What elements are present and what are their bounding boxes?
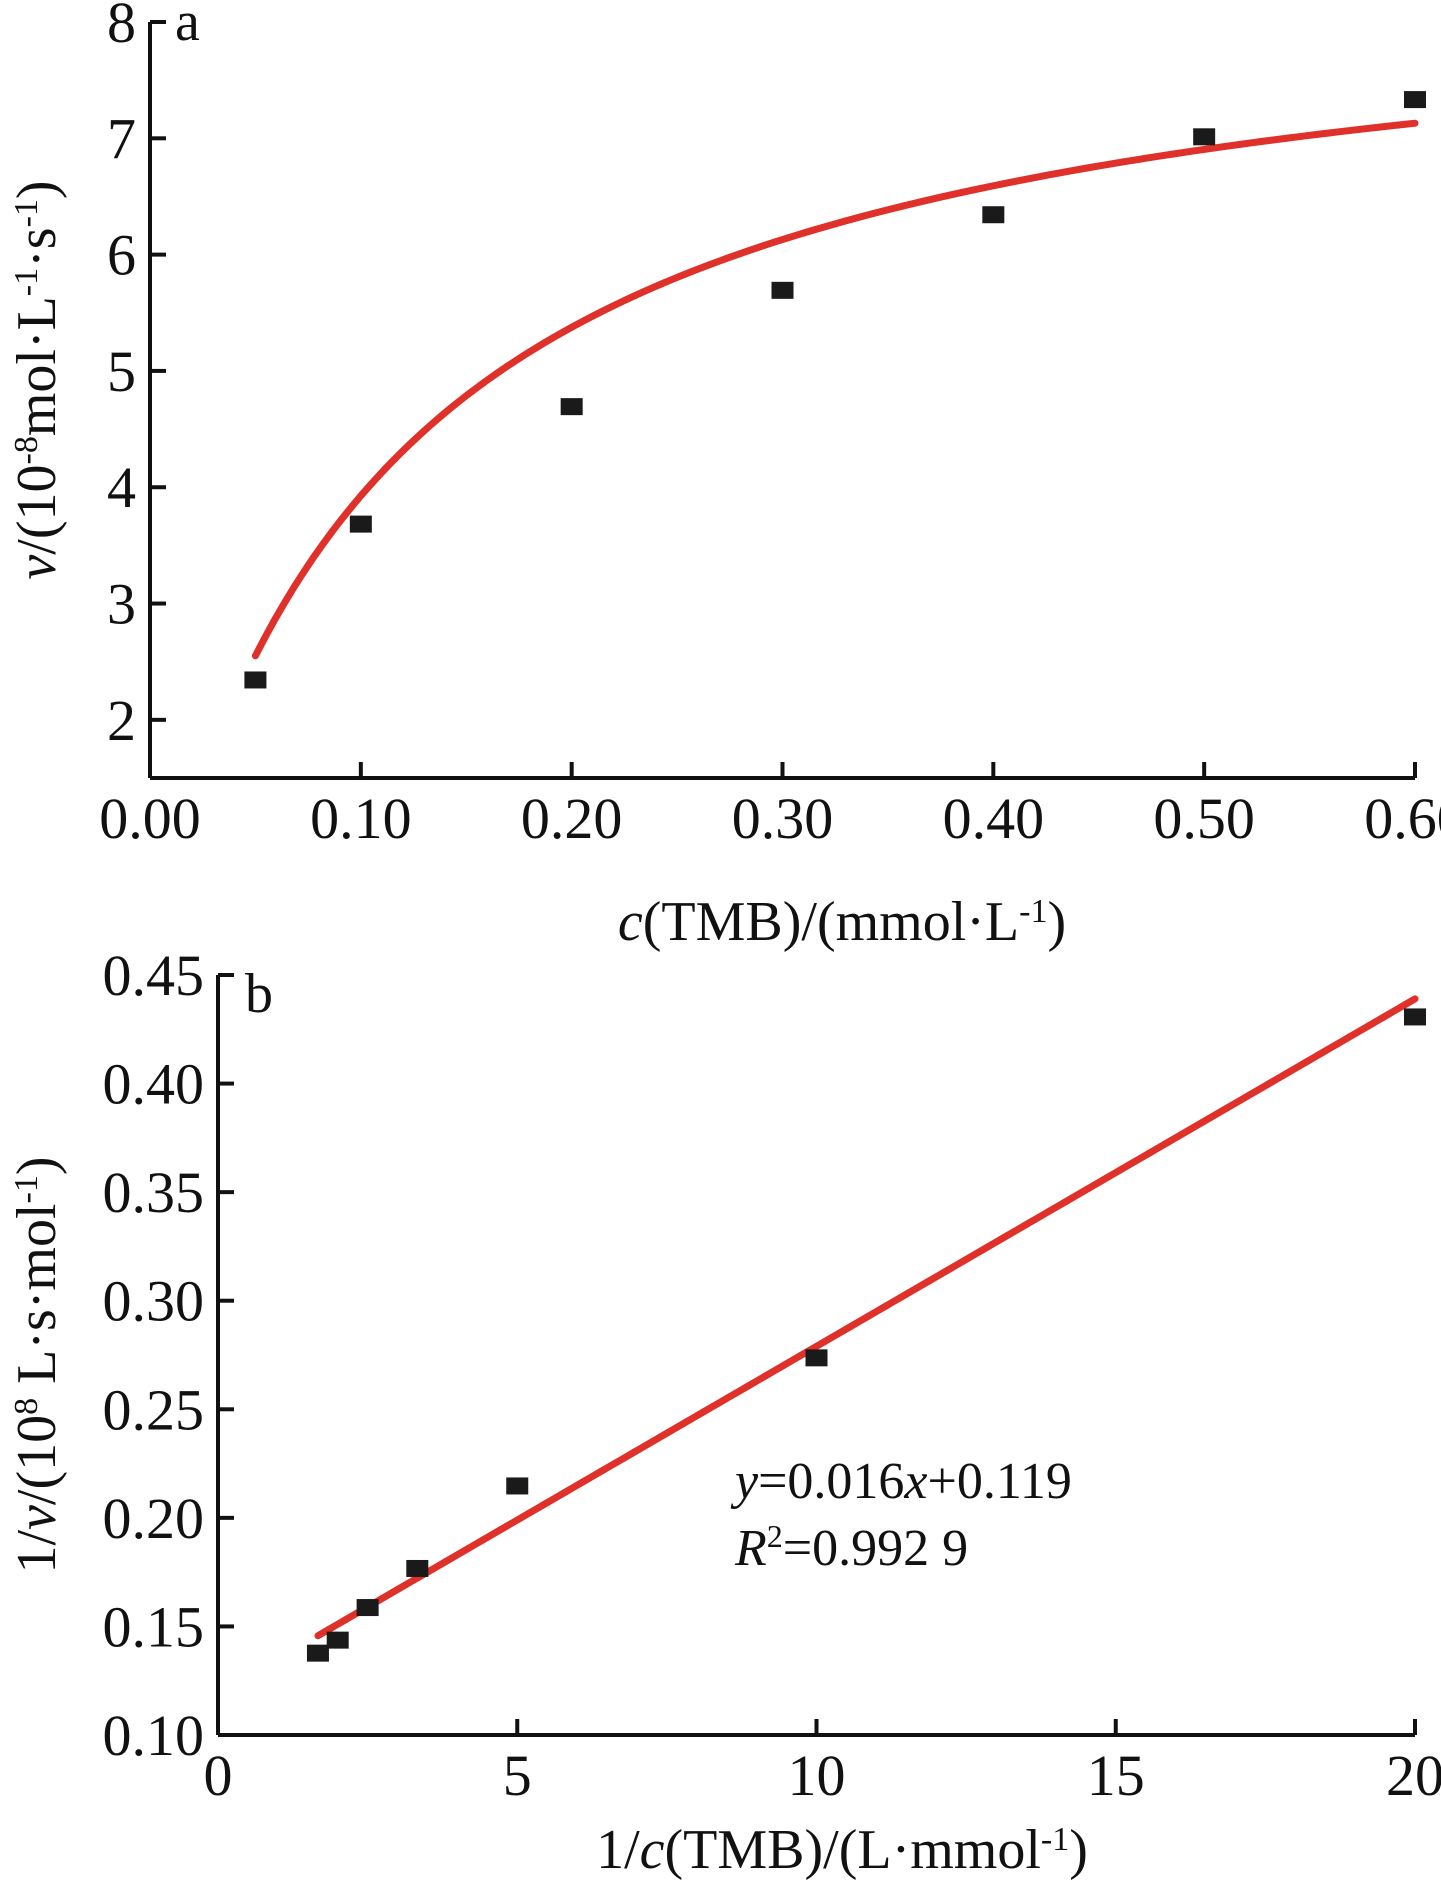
data-point <box>560 398 583 416</box>
data-point <box>506 1477 529 1495</box>
x-tick-label: 0.20 <box>521 786 623 851</box>
x-tick-label: 15 <box>1087 1743 1145 1808</box>
data-point <box>982 206 1005 224</box>
panel-a-y-title-text3: ·s <box>6 227 68 267</box>
panel-a-y-title-close: ) <box>6 180 68 199</box>
panel-b-x-title-close: ) <box>1069 1819 1088 1881</box>
panel-b-label: b <box>245 963 273 1025</box>
panel-b-y-title-prefix: 1/ <box>6 1530 68 1574</box>
panel-b-chart: 0 5 10 15 20 0.10 0.15 0.20 0.25 0.30 0.35 0.40 0.4… <box>6 943 1441 1881</box>
panel-b-eq-r-sup: 2 <box>767 1518 783 1554</box>
data-point <box>1404 1008 1426 1026</box>
panel-b-y-ticks: 0.10 0.15 0.20 0.25 0.30 0.35 0.40 0.45 <box>103 943 234 1768</box>
data-point <box>306 1644 329 1662</box>
panel-a-y-axis-title: v/(10-8mol·L-1·s-1) <box>6 180 68 579</box>
panel-a-y-ticks: 2 3 4 5 6 7 8 <box>107 0 166 753</box>
panel-b-eq-r-rest: =0.992 9 <box>783 1520 968 1577</box>
y-tick-label: 0.20 <box>103 1486 205 1551</box>
x-tick-label: 0.10 <box>310 786 412 851</box>
data-point <box>356 1599 379 1617</box>
panel-a-axes <box>148 22 1415 780</box>
y-tick-label: 2 <box>107 688 136 753</box>
x-tick-label: 0.00 <box>99 786 201 851</box>
panel-b-x-ticks: 0 5 10 15 20 <box>204 1719 1441 1808</box>
x-tick-label: 0.60 <box>1364 786 1441 851</box>
panel-a-data-points <box>244 91 1426 689</box>
y-tick-label: 8 <box>107 0 136 55</box>
panel-b-y-title-text2: L·s·mol <box>6 1203 68 1397</box>
panel-b-y-title-sup1: 8 <box>8 1398 45 1415</box>
panel-b-fit-line <box>314 995 1419 1640</box>
data-point <box>771 281 794 299</box>
panel-a-y-title-sup2: -1 <box>8 268 45 296</box>
panel-a-x-axis-title: c(TMB)/(mmol·L-1) <box>618 891 1066 953</box>
panel-b-y-title-text: /(10 <box>6 1415 68 1505</box>
data-point <box>1193 128 1216 146</box>
panel-b-x-title-sup: -1 <box>1041 1821 1069 1858</box>
panel-a-y-title-italic: v <box>6 555 68 580</box>
panel-a-y-title-sup3: -1 <box>8 199 45 227</box>
y-tick-label: 7 <box>107 106 136 171</box>
x-tick-label: 5 <box>503 1743 532 1808</box>
panel-a-chart: 0.00 0.10 0.20 0.30 0.40 0.50 0.60 2 3 4 5 6 7 8 a c… <box>6 0 1441 953</box>
x-tick-label: 0.40 <box>943 786 1045 851</box>
panel-a-x-title-italic: c <box>618 891 643 953</box>
y-tick-label: 4 <box>107 455 136 520</box>
y-tick-label: 0.30 <box>103 1269 205 1334</box>
data-point <box>805 1349 828 1367</box>
panel-a-x-ticks: 0.00 0.10 0.20 0.30 0.40 0.50 0.60 <box>99 762 1441 851</box>
data-point <box>326 1631 349 1649</box>
y-tick-label: 0.40 <box>103 1052 205 1117</box>
panel-b-y-title-sup2: -1 <box>8 1175 45 1203</box>
x-tick-label: 0 <box>204 1743 233 1808</box>
panel-b-y-axis-title: 1/v/(108 L·s·mol-1) <box>6 1156 68 1573</box>
panel-a-y-title-text2: mol·L <box>6 296 68 436</box>
data-point <box>349 515 372 533</box>
data-point <box>1404 91 1426 109</box>
panel-b-y-title-close: ) <box>6 1156 68 1175</box>
panel-b-eq-rest: +0.119 <box>928 1453 1072 1510</box>
panel-b-eq-r: R <box>734 1520 767 1577</box>
panel-b-data-points <box>306 1008 1426 1662</box>
panel-a-label: a <box>175 0 200 53</box>
y-tick-label: 3 <box>107 572 136 637</box>
panel-b-equation-line2: R2=0.992 9 <box>734 1518 968 1577</box>
y-tick-label: 0.25 <box>103 1377 205 1442</box>
panel-b-y-title-italic: v <box>6 1505 68 1530</box>
y-tick-label: 0.10 <box>103 1703 205 1768</box>
x-tick-label: 0.50 <box>1153 786 1255 851</box>
y-tick-label: 0.45 <box>103 943 205 1008</box>
panel-b-x-title-prefix: 1/ <box>596 1819 640 1881</box>
panel-b-x-title-text: (TMB)/(L·mmol <box>665 1819 1041 1881</box>
x-tick-label: 20 <box>1386 1743 1441 1808</box>
x-tick-label: 10 <box>788 1743 846 1808</box>
panel-a-fit-curve <box>251 119 1419 660</box>
panel-b-equation-line1: y=0.016x+0.119 <box>730 1453 1072 1510</box>
panel-b-eq-y: y <box>730 1453 759 1510</box>
y-tick-label: 6 <box>107 223 136 288</box>
panel-a-x-title-text: (TMB)/(mmol·L <box>643 891 1019 953</box>
panel-b-eq-coef: =0.016 <box>758 1453 904 1510</box>
data-point <box>406 1559 429 1577</box>
panel-b-eq-x: x <box>903 1453 927 1510</box>
y-tick-label: 0.35 <box>103 1160 205 1225</box>
panel-b-x-title-italic: c <box>640 1819 665 1881</box>
panel-a-y-title-text: /(10 <box>6 465 68 555</box>
panel-b-x-axis-title: 1/c(TMB)/(L·mmol-1) <box>596 1819 1088 1881</box>
data-point <box>244 671 267 689</box>
y-tick-label: 0.15 <box>103 1594 205 1659</box>
panel-a-x-title-sup: -1 <box>1019 893 1047 930</box>
x-tick-label: 0.30 <box>732 786 834 851</box>
y-tick-label: 5 <box>107 339 136 404</box>
panel-a-x-title-close: ) <box>1047 891 1066 953</box>
panel-a-y-title-sup1: -8 <box>8 436 45 464</box>
